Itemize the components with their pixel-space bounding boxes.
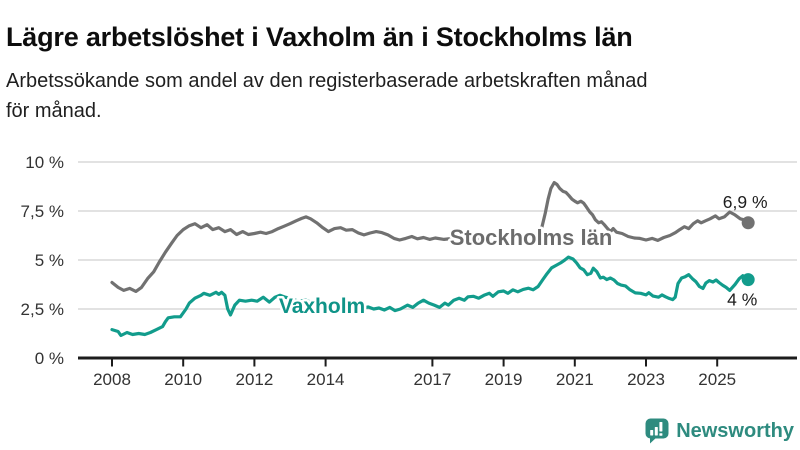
newsworthy-logo: Newsworthy [645,418,794,444]
y-axis-tick-label: 0 % [35,349,64,368]
series-label-vaxholm: Vaxholm [279,295,365,318]
value-annotation-stockholms-lan: 6,9 % [723,192,768,212]
x-axis-tick-label: 2025 [698,370,736,389]
newsworthy-logo-icon [645,418,669,444]
subtitle-line-2: för månad. [6,100,102,122]
x-axis-tick-label: 2021 [556,370,594,389]
series-end-dot-stockholms-lan [741,216,755,230]
x-axis-tick-label: 2014 [307,370,345,389]
chart-subtitle: Arbetssökande som andel av den registerb… [6,66,786,126]
x-axis-tick-label: 2010 [164,370,202,389]
y-axis-tick-label: 2,5 % [21,300,64,319]
y-axis-tick-label: 7,5 % [21,202,64,221]
series-end-dot-vaxholm [741,273,755,287]
y-axis-tick-label: 5 % [35,251,64,270]
page-title: Lägre arbetslöshet i Vaxholm än i Stockh… [6,22,633,53]
series-line-vaxholm [110,255,750,338]
value-annotation-vaxholm: 4 % [727,290,757,310]
x-axis-tick-label: 2023 [627,370,665,389]
series-line-stockholms-lan [110,181,750,293]
x-axis-tick-label: 2019 [485,370,523,389]
x-axis-tick-label: 2017 [413,370,451,389]
x-axis-tick-label: 2012 [235,370,273,389]
series-label-stockholms-lan: Stockholms län [450,225,613,250]
y-axis-tick-label: 10 % [25,153,64,172]
x-axis-tick-label: 2008 [93,370,131,389]
subtitle-line-1: Arbetssökande som andel av den registerb… [6,70,648,92]
newsworthy-logo-text: Newsworthy [676,419,794,442]
